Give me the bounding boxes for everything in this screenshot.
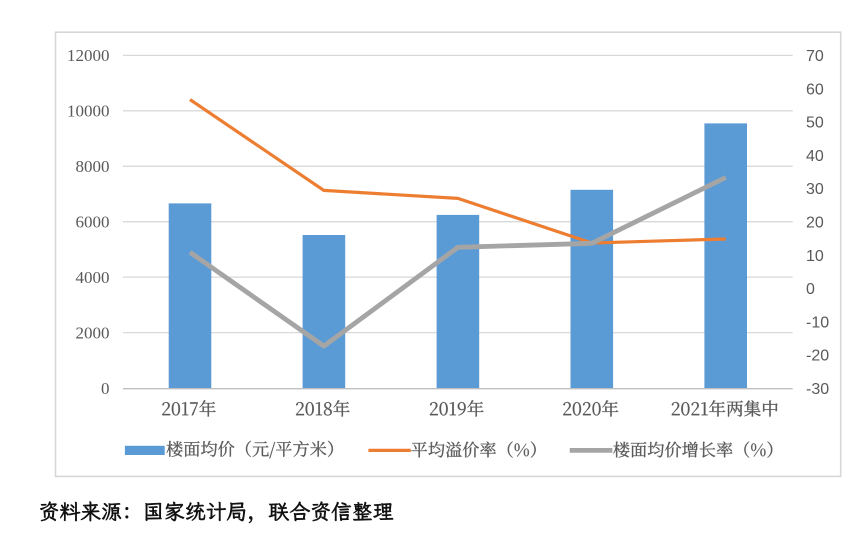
svg-text:-20: -20 [806,348,829,365]
svg-text:40: 40 [806,148,824,165]
svg-text:6000: 6000 [76,213,110,232]
svg-text:70: 70 [806,48,824,65]
svg-text:0: 0 [101,379,110,398]
svg-text:0: 0 [806,281,815,298]
svg-text:20: 20 [806,215,824,232]
svg-text:10000: 10000 [67,102,110,121]
svg-text:10: 10 [806,248,824,265]
svg-text:-30: -30 [806,381,829,398]
svg-text:30: 30 [806,181,824,198]
svg-text:60: 60 [806,82,824,99]
svg-text:4000: 4000 [76,268,110,287]
svg-text:-10: -10 [806,314,829,331]
svg-text:8000: 8000 [76,157,110,176]
svg-text:2000: 2000 [76,323,110,342]
svg-text:50: 50 [806,115,824,132]
svg-text:12000: 12000 [67,46,110,65]
